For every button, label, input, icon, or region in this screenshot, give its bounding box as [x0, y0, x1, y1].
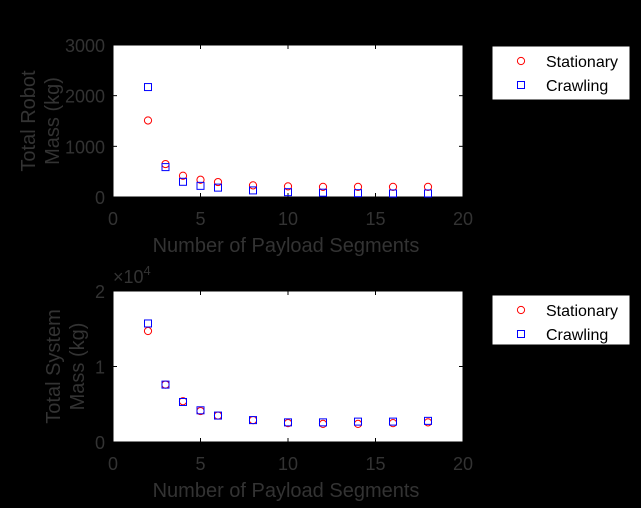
data-point-crawling: [284, 418, 292, 427]
data-point-crawling: [214, 183, 222, 192]
legend-marker-stationary: [516, 305, 526, 315]
x-tick-label: 0: [108, 209, 118, 229]
data-point-crawling: [161, 163, 170, 172]
y-tick-label: 0: [95, 188, 105, 208]
y-axis-label-line: Total Robot: [18, 70, 40, 172]
y-tick-label: 3000: [65, 36, 105, 56]
data-point-crawling: [284, 188, 292, 197]
x-tick-label: 10: [278, 454, 298, 474]
data-point-crawling: [354, 417, 362, 426]
y-tick-label: 1: [95, 358, 105, 378]
legend-label-crawling: Crawling: [546, 78, 608, 95]
legend-label-crawling: Crawling: [546, 327, 608, 344]
data-point-crawling: [196, 406, 205, 415]
y-axis-label-line: Total System: [43, 309, 65, 423]
data-point-crawling: [249, 186, 257, 195]
data-point-stationary: [318, 182, 328, 191]
y-tick-label: 0: [95, 433, 105, 453]
x-tick-label: 15: [365, 209, 385, 229]
data-point-stationary: [423, 182, 433, 191]
y-axis-label-line: Mass (kg): [42, 77, 64, 165]
data-point-crawling: [424, 416, 432, 425]
data-point-crawling: [319, 418, 327, 427]
y-tick-label: 1000: [65, 137, 105, 157]
subplot-1: 0 5 10 15 20 0 1000 2000 3000 Number of Payload S…: [18, 36, 631, 257]
data-point-crawling: [319, 188, 327, 197]
legend-marker-crawling: [517, 330, 525, 338]
series-stationary: [143, 116, 433, 191]
legend-label-stationary: Stationary: [546, 54, 618, 71]
data-point-crawling: [354, 189, 362, 198]
x-tick-label: 15: [365, 454, 385, 474]
data-point-stationary: [213, 177, 223, 187]
legend: Stationary Crawling: [491, 45, 631, 101]
data-point-crawling: [389, 417, 397, 426]
legend-marker-crawling: [517, 81, 525, 89]
x-axis-label: Number of Payload Segments: [153, 235, 420, 257]
data-point-crawling: [424, 189, 432, 198]
data-point-crawling: [144, 319, 152, 328]
x-axis-label: Number of Payload Segments: [153, 480, 420, 502]
series-crawling: [144, 83, 432, 198]
data-point-crawling: [249, 416, 257, 425]
data-point-stationary: [283, 182, 293, 191]
data-point-stationary: [353, 182, 363, 191]
legend-box: [491, 294, 631, 346]
data-point-crawling: [214, 411, 222, 420]
x-tick-label: 5: [195, 209, 205, 229]
y-tick-label: 2000: [65, 87, 105, 107]
data-point-crawling: [179, 177, 187, 186]
legend: Stationary Crawling: [491, 294, 631, 346]
legend-label-stationary: Stationary: [546, 303, 618, 320]
x-tick-label: 5: [195, 454, 205, 474]
y-tick-label: 2: [95, 282, 105, 302]
legend-marker-stationary: [516, 56, 526, 66]
y-axis-label: Total System Mass (kg): [43, 309, 89, 423]
data-point-stationary: [196, 175, 205, 184]
data-point-stationary: [388, 182, 398, 191]
y-axis-label-line: Mass (kg): [67, 323, 89, 411]
legend-box: [491, 45, 631, 101]
data-point-crawling: [144, 83, 152, 92]
data-point-stationary: [143, 116, 153, 125]
data-point-stationary: [178, 171, 188, 180]
x-tick-label: 10: [278, 209, 298, 229]
x-tick-label: 20: [453, 209, 473, 229]
y-axis-label: Total Robot Mass (kg): [18, 70, 64, 172]
axes-box: [112, 290, 464, 443]
data-point-stationary: [248, 181, 258, 190]
axes-box: [112, 44, 464, 198]
series-crawling: [144, 319, 432, 427]
data-point-crawling: [389, 189, 397, 198]
data-point-crawling: [161, 380, 170, 389]
x-tick-label: 0: [108, 454, 118, 474]
y-exponent-power: 4: [144, 263, 151, 278]
data-point-crawling: [179, 397, 187, 406]
data-point-crawling: [196, 181, 205, 190]
x-tick-label: 20: [453, 454, 473, 474]
